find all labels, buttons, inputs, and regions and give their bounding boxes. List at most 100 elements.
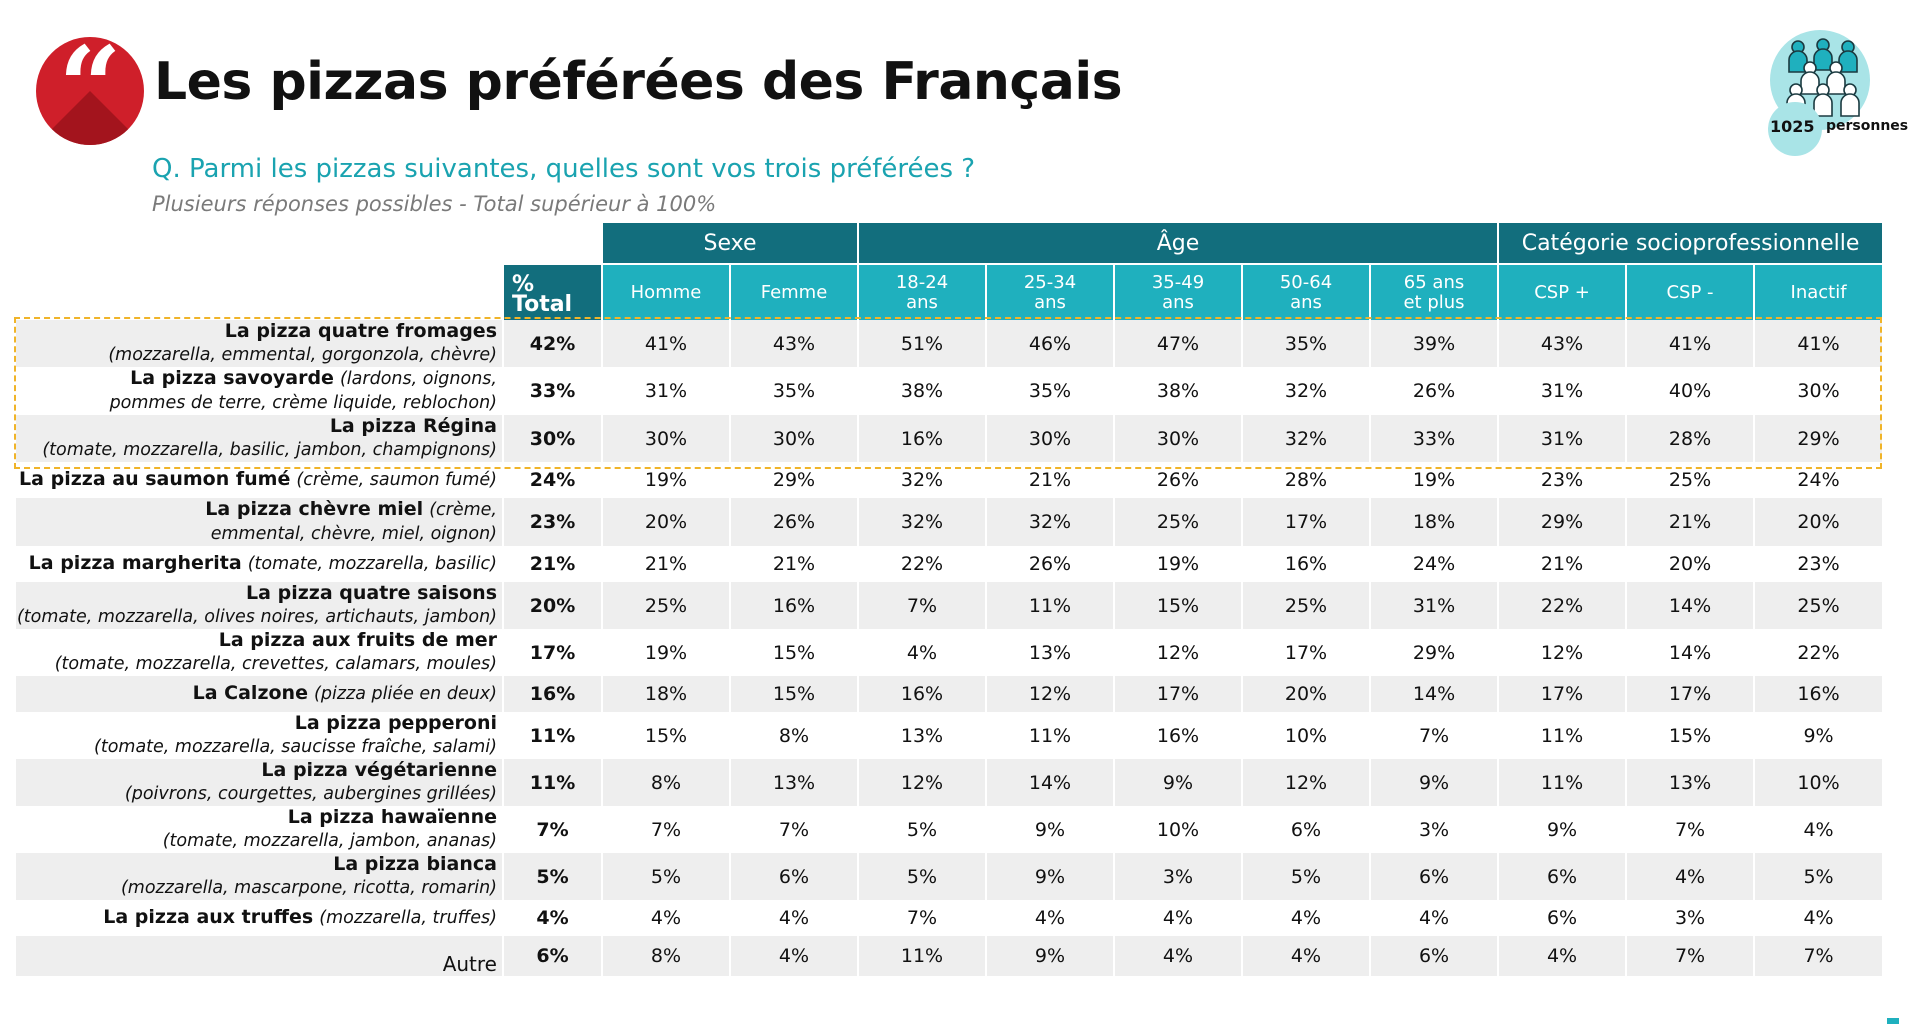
table-row: La pizza chèvre miel (crème, emmental, c… (16, 498, 1883, 546)
table-row: La pizza bianca (mozzarella, mascarpone, … (16, 853, 1883, 900)
sample-size-panel: 1025 personnes (1768, 30, 1908, 156)
row-label: La Calzone (pizza pliée en deux) (16, 676, 503, 712)
value-cell: 16% (1241, 546, 1370, 582)
group-header-row: Sexe Âge Catégorie socioprofessionnelle (16, 223, 1883, 264)
pizza-name: Autre (442, 952, 497, 976)
column-header: 65 ans et plus (1368, 263, 1499, 320)
value-cell: 6% (729, 853, 858, 900)
pizza-name: La pizza aux fruits de mer (218, 629, 497, 651)
row-label: La pizza végétarienne (poivrons, courgett… (16, 759, 503, 806)
value-cell: 11% (1497, 712, 1627, 759)
pizza-ingredients: (poivrons, courgettes, aubergines grillé… (124, 784, 497, 804)
value-cell: 19% (601, 462, 730, 498)
value-cell: 43% (729, 320, 858, 367)
value-cell: 21% (1497, 546, 1627, 582)
value-cell: 9% (1368, 759, 1499, 806)
total-cell: 17% (502, 629, 602, 676)
group-header: Âge (856, 223, 1499, 264)
value-cell: 26% (729, 498, 858, 546)
value-cell: 4% (729, 900, 858, 936)
value-cell: 6% (1368, 936, 1499, 976)
value-cell: 26% (985, 546, 1114, 582)
count-circle (1768, 102, 1822, 156)
row-label-header (16, 264, 503, 320)
value-cell: 4% (729, 936, 858, 976)
total-cell: 21% (502, 546, 602, 582)
value-cell: 4% (1113, 900, 1242, 936)
value-cell: 4% (1241, 936, 1370, 976)
column-header-line: Femme (760, 281, 828, 303)
pizza-name: La pizza margherita (28, 552, 242, 574)
value-cell: 15% (601, 712, 730, 759)
value-cell: 30% (1113, 415, 1242, 462)
value-cell: 30% (601, 415, 730, 462)
value-cell: 7% (1753, 936, 1883, 976)
pizza-ingredients: (lardons, oignons, pommes de terre, crèm… (109, 369, 497, 413)
quote-logo: “ (36, 37, 144, 145)
table-row: La pizza pepperoni (tomate, mozzarella, s… (16, 712, 1883, 759)
value-cell: 31% (1368, 582, 1499, 629)
column-header-line: CSP - (1666, 281, 1714, 303)
column-header-line: CSP + (1534, 281, 1590, 303)
value-cell: 9% (985, 806, 1114, 853)
row-label: La pizza margherita (tomate, mozzarella,… (16, 546, 503, 582)
value-cell: 11% (1497, 759, 1627, 806)
value-cell: 13% (857, 712, 986, 759)
page-title: Les pizzas préférées des Français (154, 52, 1123, 112)
value-cell: 29% (1497, 498, 1627, 546)
value-cell: 21% (729, 546, 858, 582)
quote-mark-icon: “ (58, 37, 122, 145)
value-cell: 33% (1368, 415, 1499, 462)
column-header-line: 50-64 (1279, 271, 1333, 293)
table-row: La pizza Régina (tomate, mozzarella, basi… (16, 415, 1883, 462)
value-cell: 7% (601, 806, 730, 853)
value-cell: 5% (601, 853, 730, 900)
value-cell: 25% (1625, 462, 1755, 498)
column-header: 35-49 ans (1113, 263, 1242, 320)
value-cell: 5% (1241, 853, 1370, 900)
value-cell: 9% (1753, 712, 1883, 759)
pizza-ingredients: (pizza pliée en deux) (314, 684, 497, 704)
value-cell: 25% (1113, 498, 1242, 546)
row-label: La pizza chèvre miel (crème, emmental, c… (16, 498, 503, 546)
results-table: Sexe Âge Catégorie socioprofessionnelle % … (16, 223, 1883, 976)
table-row: La pizza aux truffes (mozzarella, truffe… (16, 900, 1883, 936)
row-label: La pizza Régina (tomate, mozzarella, basi… (16, 415, 503, 462)
total-cell: 7% (502, 806, 602, 853)
value-cell: 16% (857, 415, 986, 462)
row-label: La pizza hawaïenne (tomate, mozzarella, j… (16, 806, 503, 853)
value-cell: 29% (729, 462, 858, 498)
total-cell: 6% (502, 936, 602, 976)
value-cell: 9% (985, 936, 1114, 976)
value-cell: 9% (1113, 759, 1242, 806)
value-cell: 12% (985, 676, 1114, 712)
value-cell: 16% (1113, 712, 1242, 759)
value-cell: 35% (729, 367, 858, 415)
value-cell: 23% (1753, 546, 1883, 582)
value-cell: 20% (1241, 676, 1370, 712)
table-row: La pizza quatre saisons (tomate, mozzarel… (16, 582, 1883, 629)
row-label: La pizza aux fruits de mer (tomate, mozza… (16, 629, 503, 676)
total-cell: 16% (502, 676, 602, 712)
value-cell: 4% (1241, 900, 1370, 936)
value-cell: 32% (857, 462, 986, 498)
pizza-name: La pizza pepperoni (294, 712, 497, 734)
table-row: La pizza aux fruits de mer (tomate, mozza… (16, 629, 1883, 676)
table-row: La pizza hawaïenne (tomate, mozzarella, j… (16, 806, 1883, 853)
value-cell: 35% (1241, 320, 1370, 367)
pizza-name: La pizza savoyarde (130, 367, 334, 389)
column-header: Homme (601, 263, 730, 320)
value-cell: 4% (1625, 853, 1755, 900)
value-cell: 12% (1113, 629, 1242, 676)
value-cell: 17% (1113, 676, 1242, 712)
total-cell: 11% (502, 759, 602, 806)
value-cell: 5% (857, 806, 986, 853)
column-header-row: % Total Homme Femme 18-24 ans 25-34 ans 35-49 an… (16, 263, 1883, 320)
table-row: La pizza margherita (tomate, mozzarella,… (16, 546, 1883, 582)
value-cell: 15% (729, 629, 858, 676)
value-cell: 22% (1753, 629, 1883, 676)
value-cell: 46% (985, 320, 1114, 367)
value-cell: 4% (601, 900, 730, 936)
row-label: La pizza aux truffes (mozzarella, truffe… (16, 900, 503, 936)
column-header-line: ans (1290, 291, 1322, 313)
